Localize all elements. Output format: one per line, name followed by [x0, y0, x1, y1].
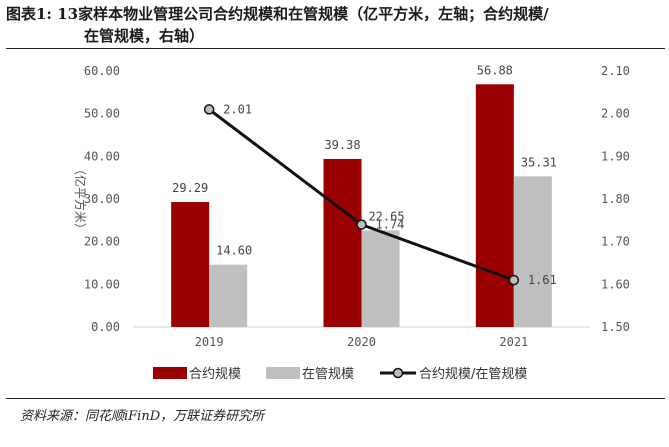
bar-contract-scale: [475, 84, 514, 327]
data-label: 56.88: [477, 63, 513, 77]
x-tick-label: 2019: [195, 335, 224, 349]
legend-label-contract: 合约规模: [189, 367, 241, 382]
y-tick-label: 50.00: [84, 107, 120, 121]
bar-contract-scale: [171, 202, 210, 327]
data-label: 29.29: [172, 181, 208, 195]
y2-tick-label: 1.90: [601, 149, 630, 163]
bar-contract-scale: [323, 158, 362, 327]
data-label: 35.31: [521, 155, 557, 169]
data-label: 39.38: [324, 138, 360, 152]
legend-label-managed: 在管规模: [302, 367, 354, 382]
y2-tick-label: 1.60: [601, 277, 630, 291]
y-tick-label: 0.00: [91, 320, 120, 334]
chart-title: 图表1: 13家样本物业管理公司合约规模和在管规模（亿平方米，左轴；合约规模/ …: [6, 3, 666, 47]
source-rule: [6, 398, 665, 399]
bar-managed-scale: [209, 264, 248, 327]
y2-tick-label: 1.70: [601, 235, 630, 249]
y2-tick-label: 2.00: [601, 107, 630, 121]
legend-swatch-managed: [266, 367, 300, 379]
source-note: 资料来源：同花顺iFinD，万联证券研究所: [20, 409, 265, 424]
data-label: 22.65: [368, 209, 404, 223]
bar-managed-scale: [361, 230, 400, 327]
legend-label-ratio: 合约规模/在管规模: [419, 367, 527, 382]
y-tick-label: 20.00: [84, 235, 120, 249]
legend-marker-ratio: [392, 367, 404, 379]
y-tick-label: 40.00: [84, 149, 120, 163]
legend-swatch-contract: [153, 367, 187, 379]
title-rule: [6, 48, 665, 49]
y-axis-label: （亿平方米）: [73, 163, 88, 235]
ratio-data-label: 1.61: [528, 273, 557, 287]
title-line-1: 图表1: 13家样本物业管理公司合约规模和在管规模（亿平方米，左轴；合约规模/: [6, 5, 549, 23]
ratio-marker: [508, 274, 520, 286]
ratio-data-label: 1.74: [376, 218, 405, 232]
x-tick-label: 2020: [347, 335, 376, 349]
ratio-data-label: 2.01: [223, 102, 252, 116]
x-tick-label: 2021: [499, 335, 528, 349]
bar-managed-scale: [513, 176, 552, 327]
data-label: 14.60: [216, 244, 252, 258]
y2-tick-label: 1.80: [601, 192, 630, 206]
y-tick-label: 60.00: [84, 64, 120, 78]
y-tick-label: 30.00: [84, 192, 120, 206]
ratio-marker: [203, 104, 215, 115]
y2-tick-label: 2.10: [601, 64, 630, 78]
title-line-2: 在管规模，右轴）: [84, 27, 205, 45]
y-tick-label: 10.00: [84, 277, 120, 291]
y2-tick-label: 1.50: [601, 320, 630, 334]
ratio-marker: [356, 219, 367, 230]
